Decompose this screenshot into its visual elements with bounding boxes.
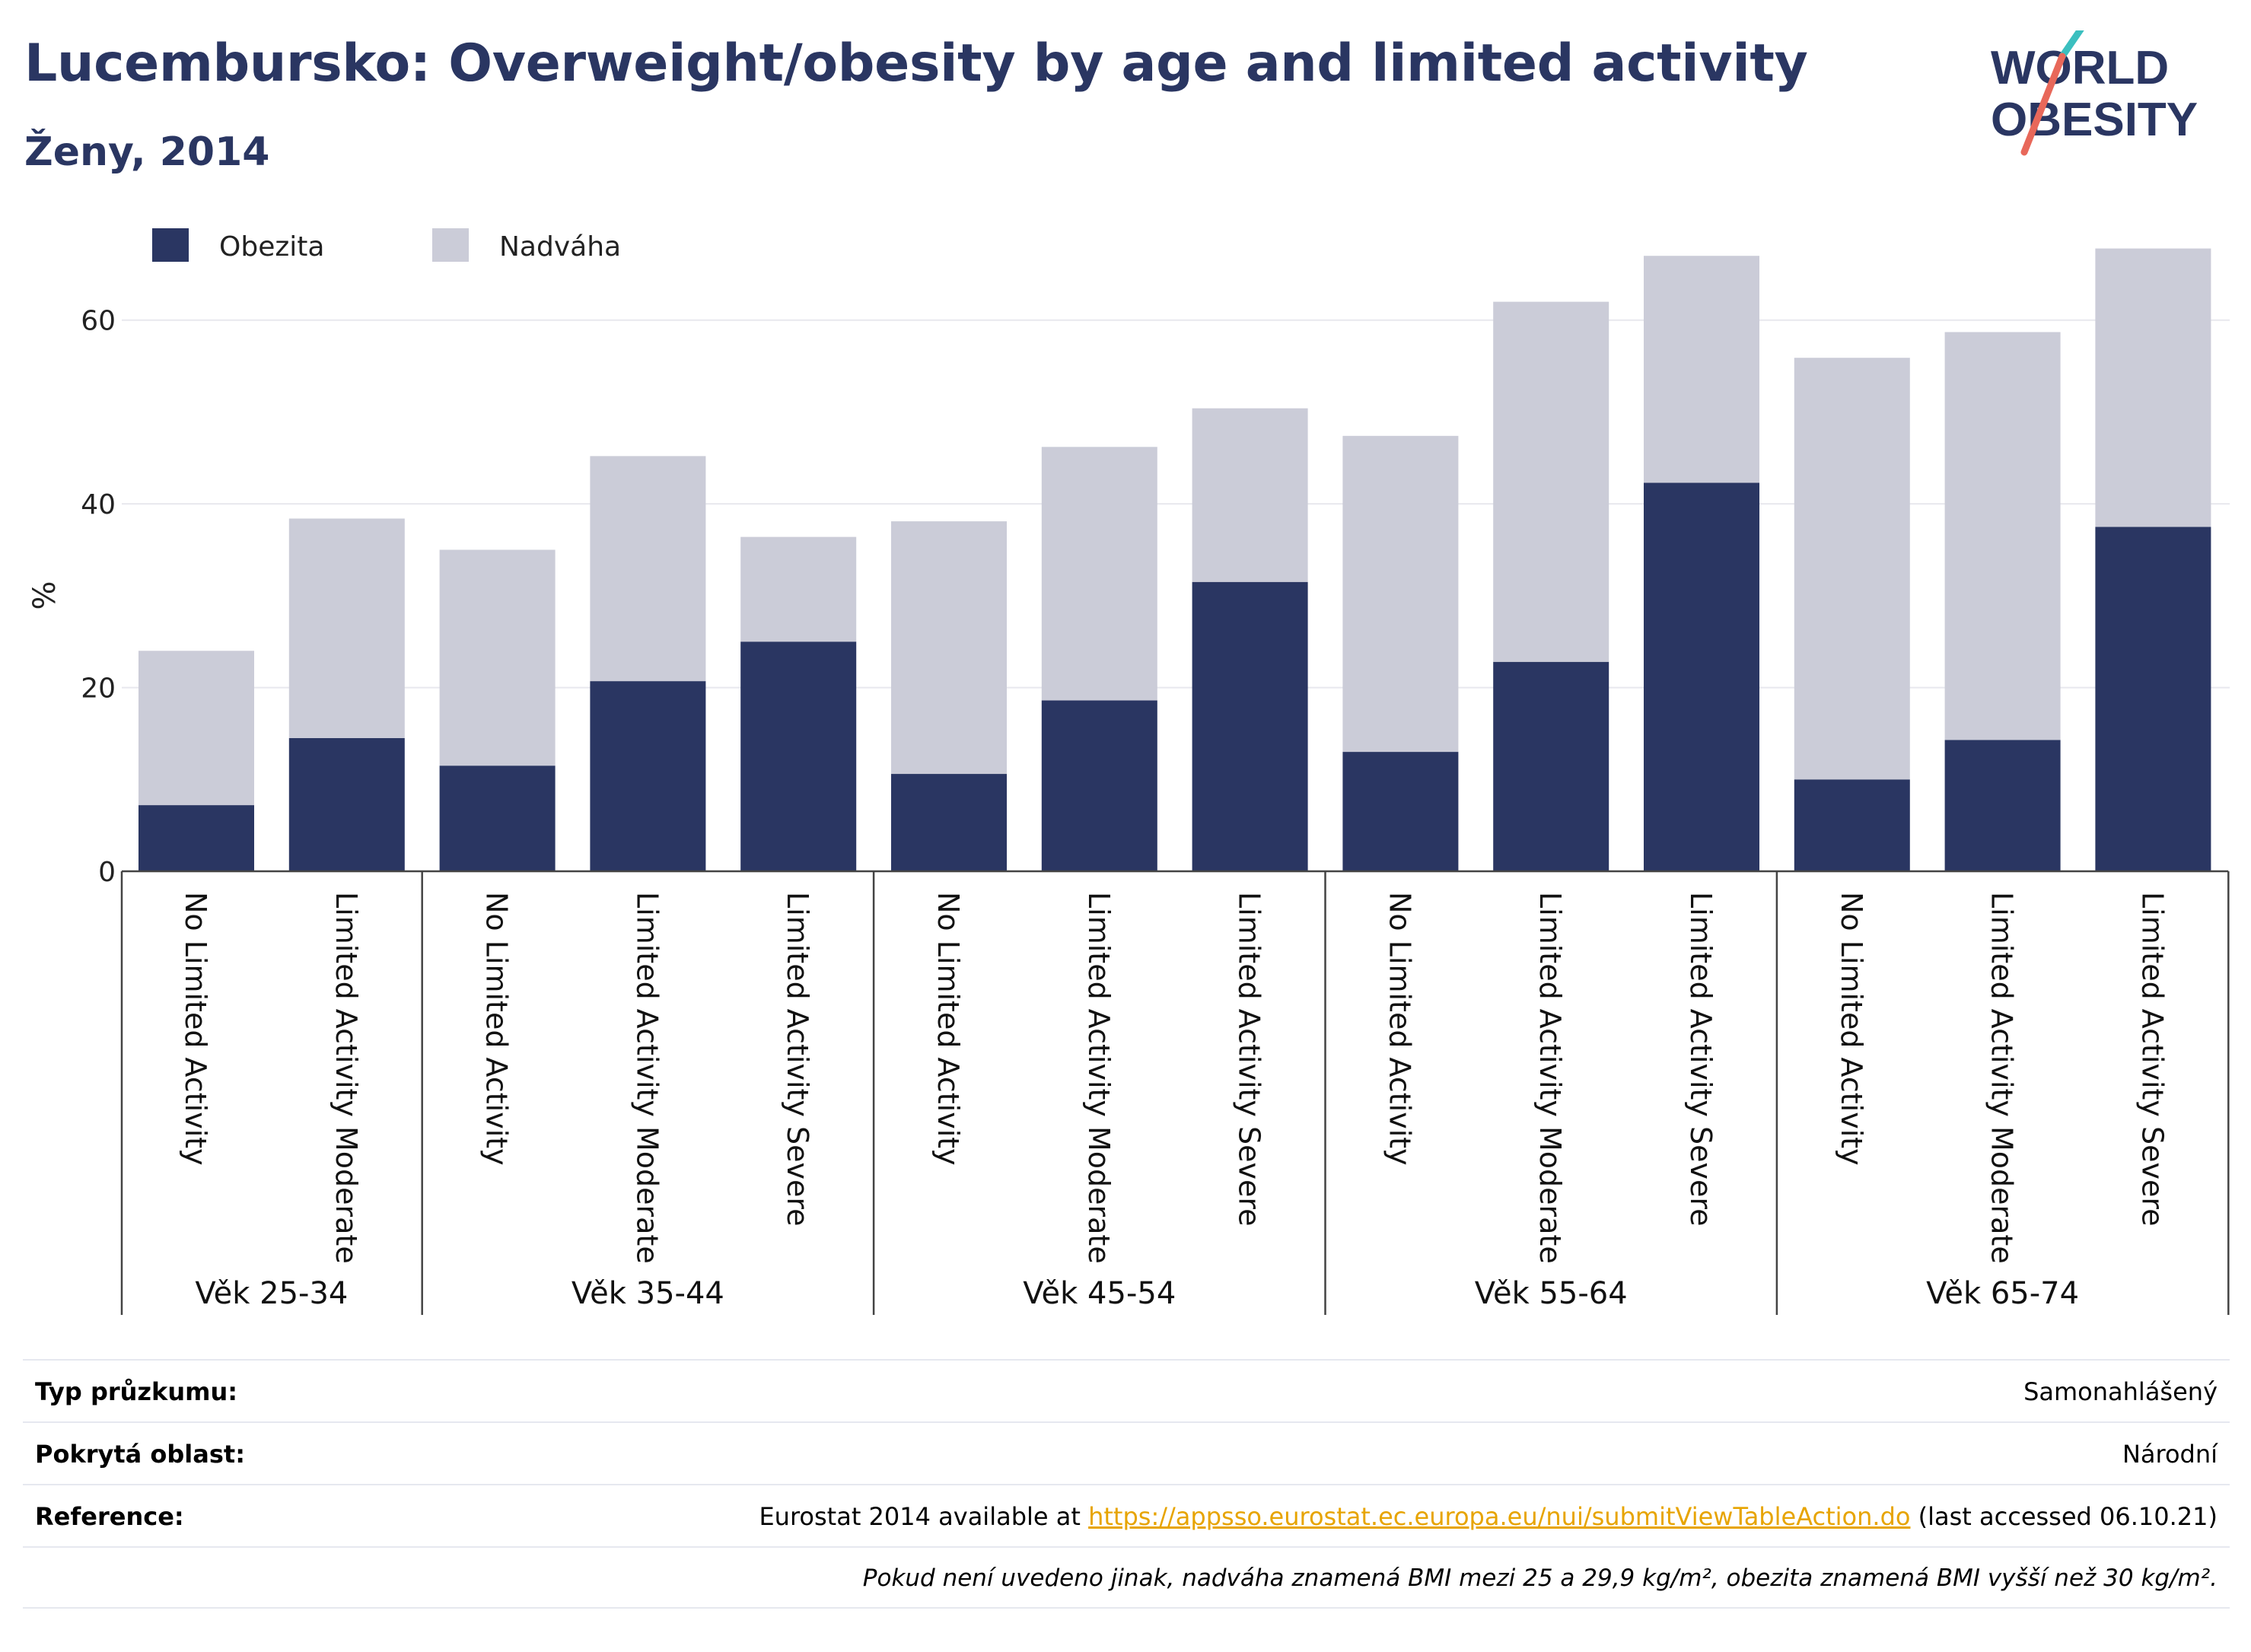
group-label: Věk 65-74 [1926, 1276, 2079, 1311]
category-label: Limited Activity Moderate [1533, 892, 1567, 1264]
coverage-label: Pokrytá oblast: [35, 1440, 245, 1469]
y-axis-title: % [27, 581, 62, 610]
stacked-bar-chart: Obezita Nadváha 0 20 40 60% No Limited Activ… [27, 228, 2230, 1315]
bar-obesity [1041, 700, 1157, 871]
bar-overweight [1493, 301, 1609, 662]
bar-overweight [590, 456, 706, 682]
chart-title: Lucembursko: Overweight/obesity by age a… [24, 33, 1808, 94]
group-label: Věk 55-64 [1475, 1276, 1628, 1311]
survey-type-label: Typ průzkumu: [35, 1377, 238, 1406]
reference-label: Reference: [35, 1502, 184, 1531]
bar-overweight [1794, 358, 1910, 780]
logo-slash-top [2058, 30, 2084, 60]
legend-swatch-overweight [432, 228, 469, 262]
survey-type-row: Typ průzkumu: Samonahlášený [23, 1359, 2230, 1421]
category-label: Limited Activity Moderate [330, 892, 363, 1264]
bar-overweight [138, 651, 254, 806]
category-label: No Limited Activity [931, 892, 965, 1166]
chart-subtitle: Ženy, 2014 [24, 129, 270, 175]
bmi-note: Pokud není uvedeno jinak, nadváha znamen… [862, 1564, 2218, 1592]
legend: Obezita Nadváha [152, 228, 621, 263]
y-tick-label: 40 [81, 489, 116, 520]
bar-obesity [1644, 482, 1759, 871]
bar-overweight [1342, 435, 1459, 753]
category-label: No Limited Activity [480, 892, 514, 1166]
category-label: No Limited Activity [1835, 892, 1868, 1166]
category-label: Limited Activity Moderate [1082, 892, 1116, 1264]
note-row: Pokud není uvedeno jinak, nadváha znamen… [23, 1546, 2230, 1609]
bar-overweight [2095, 248, 2211, 527]
reference-prefix: Eurostat 2014 available at [759, 1502, 1089, 1531]
category-label: Limited Activity Severe [781, 892, 814, 1227]
y-axis: 0 20 40 60% [27, 306, 116, 888]
bar-obesity [1794, 779, 1910, 871]
bar-obesity [1493, 661, 1609, 871]
bar-obesity [1342, 752, 1459, 871]
reference-row: Reference: Eurostat 2014 available at ht… [23, 1484, 2230, 1546]
coverage-row: Pokrytá oblast: Národní [23, 1421, 2230, 1484]
x-axis: No Limited Activity Limited Activity Mode… [120, 870, 2230, 1315]
category-label: Limited Activity Moderate [1985, 892, 2019, 1264]
world-obesity-logo: WORLD OBESITY [1991, 30, 2198, 156]
bar-obesity [590, 681, 706, 871]
survey-type-value: Samonahlášený [2023, 1377, 2218, 1406]
y-tick-label: 0 [98, 857, 116, 888]
category-label: Limited Activity Severe [2135, 892, 2169, 1227]
gridlines [122, 319, 2230, 689]
bar-obesity [740, 641, 857, 871]
bar-overweight [891, 521, 1007, 775]
bar-overweight [1192, 408, 1308, 582]
info-table: Typ průzkumu: Samonahlášený Pokrytá obla… [23, 1359, 2230, 1609]
logo-text-world: WORLD [1991, 42, 2169, 94]
legend-label-obesity: Obezita [219, 231, 324, 263]
group-label: Věk 35-44 [572, 1276, 724, 1311]
group-label: Věk 45-54 [1023, 1276, 1176, 1311]
category-label: No Limited Activity [179, 892, 212, 1166]
category-label: No Limited Activity [1383, 892, 1416, 1166]
bar-obesity [138, 805, 254, 871]
bar-overweight [1944, 332, 2061, 740]
bar-overweight [740, 536, 857, 642]
reference-suffix: (last accessed 06.10.21) [1910, 1502, 2218, 1531]
legend-swatch-obesity [152, 228, 189, 262]
bars [138, 248, 2211, 871]
bar-obesity [288, 737, 405, 871]
bar-obesity [2095, 527, 2211, 871]
bar-overweight [1041, 447, 1157, 701]
bar-overweight [288, 518, 405, 738]
bar-obesity [1192, 581, 1308, 871]
category-label: Limited Activity Severe [1684, 892, 1718, 1227]
bar-obesity [1944, 740, 2061, 871]
reference-link[interactable]: https://appsso.eurostat.ec.europa.eu/nui… [1088, 1502, 1911, 1531]
bar-obesity [439, 766, 556, 871]
bar-obesity [891, 774, 1007, 871]
logo-slash-bottom [2020, 53, 2066, 156]
group-label: Věk 25-34 [195, 1276, 348, 1311]
coverage-value: Národní [2122, 1440, 2218, 1469]
reference-value: Eurostat 2014 available at https://appss… [759, 1502, 2218, 1531]
logo-text-obesity: OBESITY [1991, 94, 2198, 146]
bar-overweight [439, 549, 556, 766]
y-tick-label: 20 [81, 673, 116, 705]
bar-overweight [1644, 256, 1759, 483]
category-label: Limited Activity Severe [1233, 892, 1266, 1227]
category-label: Limited Activity Moderate [630, 892, 664, 1264]
legend-label-overweight: Nadváha [499, 231, 621, 263]
y-tick-label: 60 [81, 306, 116, 337]
